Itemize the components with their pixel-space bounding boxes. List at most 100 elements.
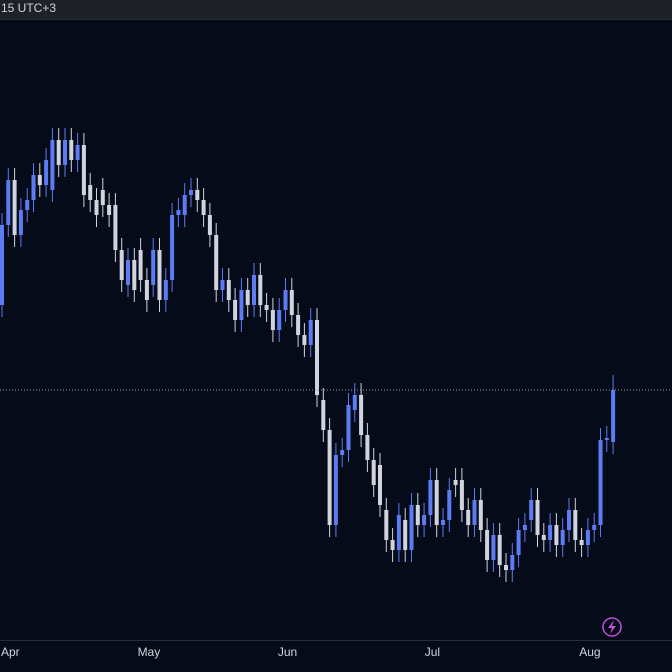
candle-body <box>604 438 609 440</box>
candle-body <box>554 525 559 545</box>
candle-body <box>18 210 23 235</box>
candle-body <box>585 530 590 545</box>
candle-body <box>579 540 584 545</box>
candle-body <box>31 175 36 200</box>
candle-body <box>516 530 521 555</box>
lightning-icon[interactable] <box>608 620 616 634</box>
candle-body <box>75 145 80 160</box>
candle-body <box>504 565 508 570</box>
x-tick-label: Apr <box>1 645 20 659</box>
candle-body <box>529 500 534 520</box>
candle-body <box>478 500 483 530</box>
candle-body <box>113 205 118 250</box>
candle-body <box>384 510 389 540</box>
candle-body <box>573 510 578 540</box>
candle-body <box>69 140 74 160</box>
x-tick-label: Jun <box>278 645 297 659</box>
candle-body <box>37 175 42 185</box>
candle-body <box>535 500 540 535</box>
candle-body <box>126 260 130 285</box>
candle-body <box>403 520 408 550</box>
candle-body <box>239 290 244 320</box>
candle-body <box>522 525 527 530</box>
candle-body <box>308 320 313 345</box>
candle-body <box>321 400 326 430</box>
candle-body <box>453 480 458 485</box>
time-label: 15 UTC+3 <box>1 1 56 15</box>
candle-body <box>138 250 143 280</box>
candle-body <box>472 500 477 525</box>
candle-body <box>189 190 193 195</box>
candle-body <box>352 395 357 410</box>
candle-body <box>485 530 490 560</box>
candle-body <box>491 535 496 560</box>
candle-body <box>6 180 11 225</box>
x-tick-label: May <box>138 645 161 659</box>
candle-body <box>144 280 149 300</box>
candle-body <box>56 140 61 165</box>
lightning-button[interactable] <box>602 617 622 637</box>
candle-body <box>157 250 162 300</box>
candle-body <box>598 440 603 525</box>
candle-body <box>12 180 17 235</box>
candle-body <box>88 185 93 200</box>
candle-body <box>176 210 181 215</box>
candle-body <box>611 390 616 442</box>
candle-body <box>459 480 464 510</box>
candle-body <box>170 215 175 280</box>
candle-body <box>270 310 275 330</box>
candle-body <box>296 315 301 335</box>
candle-body <box>182 195 187 215</box>
candle-body <box>441 520 445 525</box>
candle-body <box>100 190 105 205</box>
candle-body <box>510 555 515 570</box>
lightning-circle[interactable] <box>602 617 622 637</box>
candle-body <box>346 405 351 450</box>
candle-body <box>434 480 439 525</box>
x-tick-label: Aug <box>579 645 600 659</box>
candle-body <box>233 300 238 320</box>
candle-body <box>163 280 168 300</box>
candle-body <box>390 540 395 550</box>
candle-body <box>466 510 471 525</box>
candle-body <box>302 335 307 345</box>
candle-body <box>289 290 294 315</box>
candle-body <box>201 200 206 215</box>
candle-body <box>567 510 571 530</box>
candle-body <box>541 535 546 540</box>
candle-body <box>195 190 200 200</box>
candle-body <box>447 490 452 520</box>
candle-body <box>340 450 345 455</box>
candle-body <box>277 310 282 330</box>
candle-body <box>422 515 427 525</box>
candle-body <box>220 280 225 290</box>
candle-body <box>214 235 219 290</box>
candle-body <box>283 290 288 310</box>
candle-body <box>258 275 263 305</box>
candle-body <box>119 250 124 280</box>
candle-body <box>415 505 420 525</box>
candle-body <box>497 535 502 565</box>
candle-body <box>365 435 370 460</box>
candle-body <box>50 140 55 190</box>
candle-body <box>207 215 212 235</box>
candle-body <box>371 460 376 485</box>
candle-body <box>560 530 565 545</box>
candle-body <box>226 280 231 300</box>
candle-body <box>252 275 256 305</box>
candle-body <box>409 505 414 550</box>
candle-body <box>107 205 112 215</box>
candle-body <box>81 145 86 195</box>
candle-body <box>333 455 338 525</box>
candle-body <box>592 525 597 530</box>
candle-body <box>94 200 99 215</box>
candle-body <box>151 250 156 285</box>
candle-body <box>548 525 553 540</box>
candle-body <box>44 160 49 185</box>
candle-body <box>264 305 269 310</box>
candle-body <box>315 320 319 395</box>
x-tick-label: Jul <box>425 645 440 659</box>
